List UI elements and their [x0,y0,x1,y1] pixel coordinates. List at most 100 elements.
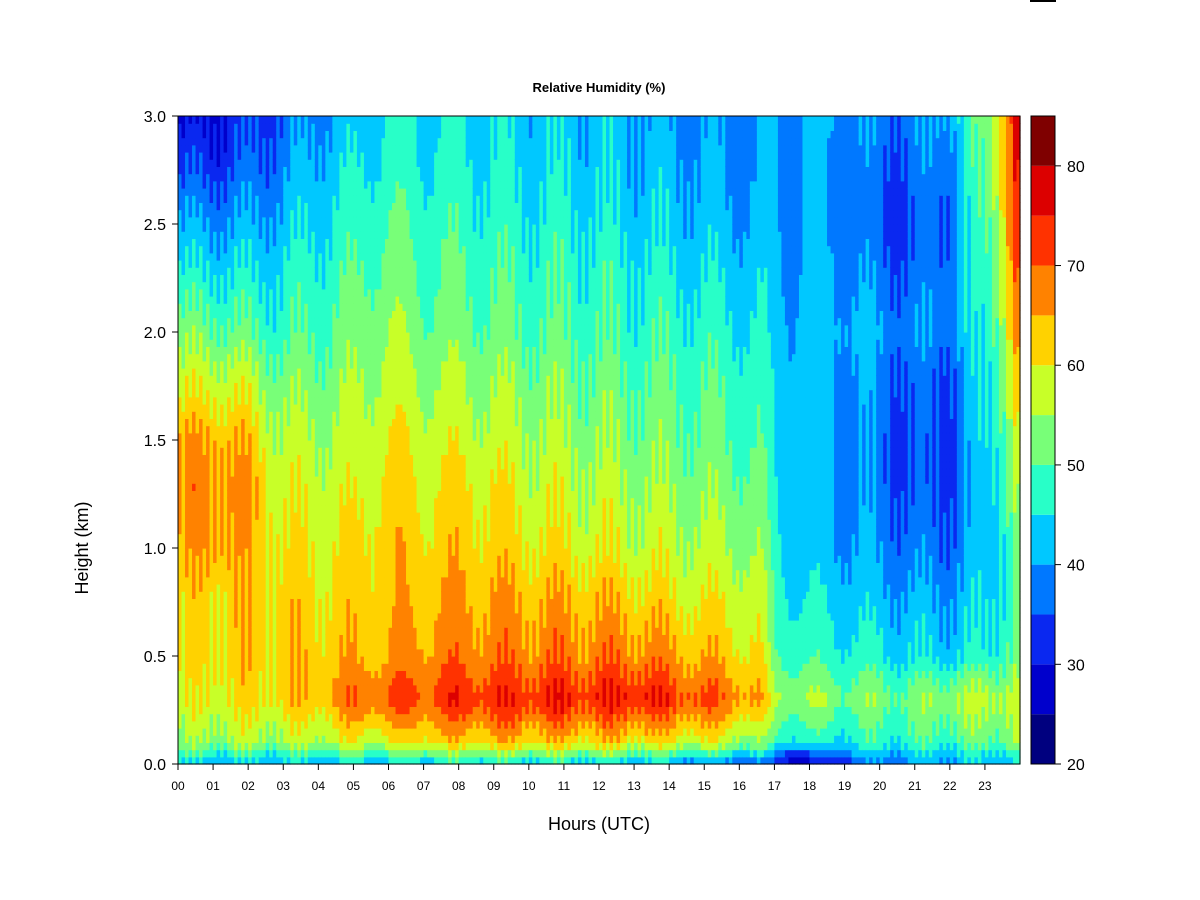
heatmap-cell [230,252,235,261]
heatmap-cell [216,224,221,232]
heatmap-cell [356,353,362,362]
heatmap-cell [283,418,288,427]
heatmap-cell [335,699,340,707]
heatmap-cell [300,605,305,614]
heatmap-cell [234,288,239,297]
heatmap-cell [297,576,302,585]
heatmap-cell [185,634,190,643]
heatmap-cell [227,389,232,398]
heatmap-cell [353,684,358,693]
heatmap-cell [335,670,340,679]
heatmap-cell [311,720,316,729]
heatmap-cell [178,404,183,412]
heatmap-cell [262,728,267,736]
heatmap-cell [234,260,239,268]
heatmap-cell [283,188,288,196]
heatmap-cell [258,504,263,513]
heatmap-cell [321,454,326,463]
heatmap-cell [248,677,253,686]
heatmap-cell [367,425,372,434]
heatmap-cell [318,728,323,736]
heatmap-cell [328,296,333,304]
heatmap-cell [349,425,355,434]
heatmap-cell [339,591,344,599]
heatmap-cell [272,144,277,153]
heatmap-cell [199,159,204,167]
heatmap-cell [265,310,270,319]
heatmap-cell [325,260,330,268]
heatmap-cell [234,728,239,736]
heatmap-cell [356,663,362,671]
heatmap-cell [367,231,372,239]
heatmap-cell [293,620,298,628]
heatmap-cell [304,648,309,657]
heatmap-cell [234,713,239,722]
heatmap-cell [195,749,200,758]
heatmap-cell [255,612,260,621]
heatmap-cell [300,497,305,506]
heatmap-cell [290,483,295,491]
heatmap-cell [220,656,225,664]
heatmap-cell [370,684,376,693]
heatmap-cell [353,612,358,621]
heatmap-cell [251,735,256,743]
heatmap-cell [279,238,284,247]
heatmap-cell [213,418,218,427]
heatmap-cell [185,166,190,175]
heatmap-cell [276,468,281,477]
heatmap-cell [297,144,302,153]
heatmap-cell [304,375,309,383]
heatmap-cell [213,627,218,635]
heatmap-cell [258,627,263,635]
heatmap-cell [314,735,319,743]
heatmap-cell [181,634,186,643]
heatmap-cell [241,339,246,347]
heatmap-cell [188,468,193,477]
heatmap-cell [195,252,200,261]
heatmap-cell [195,180,200,189]
heatmap-cell [255,641,260,650]
heatmap-cell [318,396,323,405]
heatmap-cell [241,216,246,225]
heatmap-cell [209,468,214,477]
heatmap-cell [290,706,295,715]
heatmap-cell [304,238,309,247]
heatmap-cell [192,116,197,124]
heatmap-cell [251,576,256,585]
heatmap-cell [216,123,221,131]
heatmap-cell [188,447,193,455]
heatmap-cell [195,418,200,427]
heatmap-cell [342,152,347,160]
heatmap-cell [181,504,186,513]
heatmap-cell [360,519,365,527]
heatmap-cell [325,166,330,175]
heatmap-cell [318,656,323,664]
heatmap-cell [363,548,369,556]
heatmap-cell [286,245,291,254]
heatmap-cell [195,375,200,383]
heatmap-cell [192,663,197,671]
heatmap-cell [290,663,295,671]
heatmap-cell [237,706,242,715]
heatmap-cell [192,504,197,513]
heatmap-cell [335,756,340,765]
heatmap-cell [209,303,214,311]
heatmap-cell [283,296,288,304]
heatmap-cell [335,166,340,175]
heatmap-cell [356,605,362,614]
heatmap-cell [227,476,232,484]
heatmap-cell [307,468,312,477]
heatmap-cell [213,303,218,311]
heatmap-cell [349,159,355,167]
heatmap-cell [213,612,218,621]
heatmap-cell [185,425,190,434]
heatmap-cell [185,137,190,146]
heatmap-cell [335,656,340,664]
heatmap-cell [290,641,295,650]
heatmap-cell [265,339,270,347]
heatmap-cell [220,519,225,527]
heatmap-cell [349,612,355,621]
heatmap-cell [307,533,312,542]
heatmap-cell [346,742,351,751]
heatmap-cell [244,584,249,592]
